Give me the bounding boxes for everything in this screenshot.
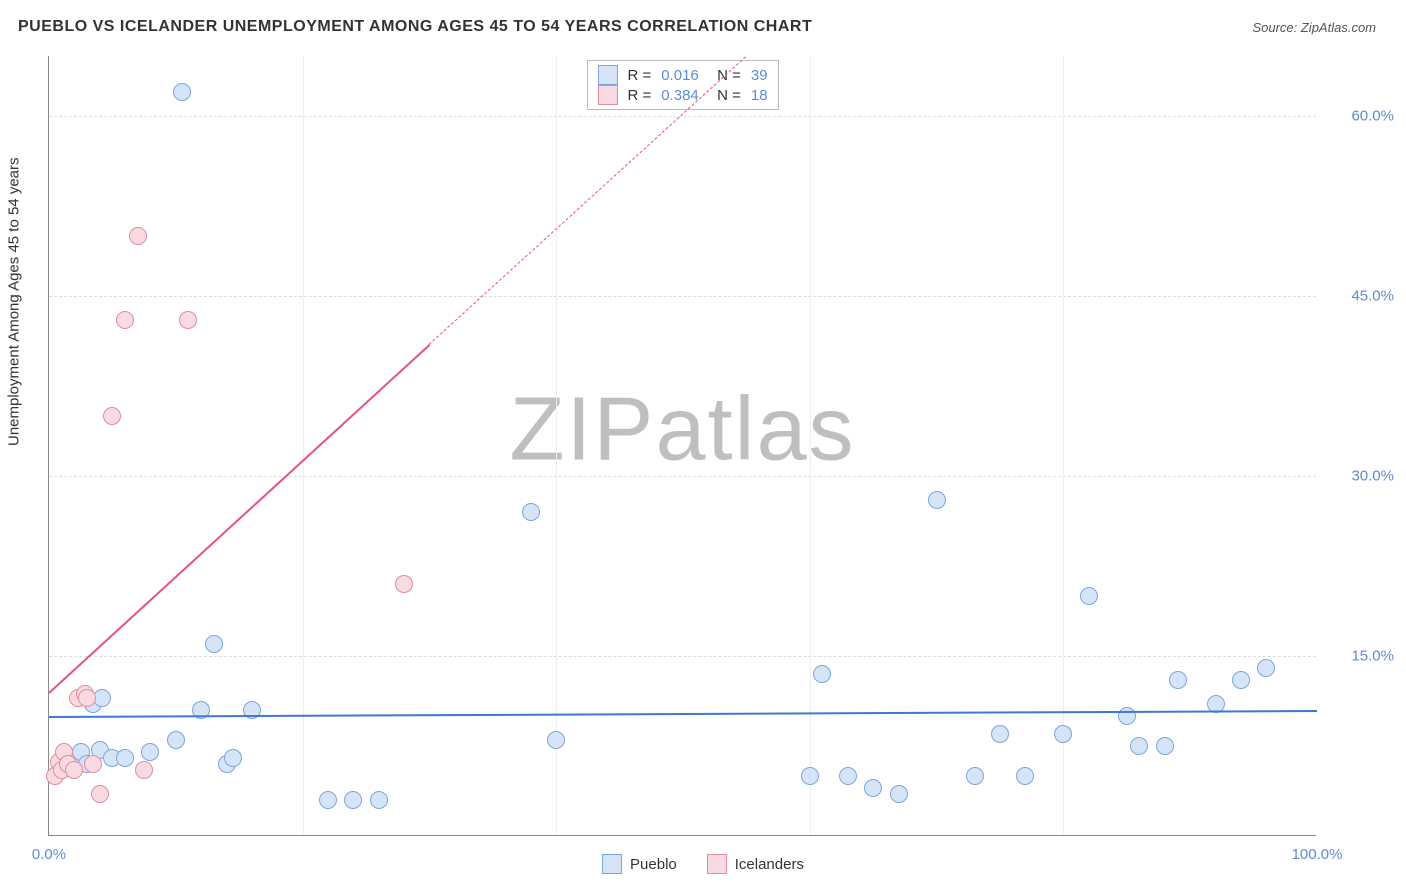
trend-line <box>48 344 430 693</box>
data-point <box>370 791 388 809</box>
legend-item: Icelanders <box>707 854 804 874</box>
data-point <box>1118 707 1136 725</box>
data-point <box>179 311 197 329</box>
chart-header: PUEBLO VS ICELANDER UNEMPLOYMENT AMONG A… <box>18 18 1376 36</box>
gridline-v <box>810 56 811 835</box>
stats-r-value: 0.016 <box>661 67 699 84</box>
data-point <box>839 767 857 785</box>
x-tick-label: 100.0% <box>1292 846 1343 863</box>
legend-label: Pueblo <box>630 856 677 873</box>
legend-swatch <box>602 854 622 874</box>
data-point <box>91 785 109 803</box>
data-point <box>344 791 362 809</box>
scatter-chart: ZIPatlas R =0.016 N =39R =0.384 N =18 15… <box>48 56 1316 836</box>
stats-n-value: 39 <box>751 67 768 84</box>
stats-n-value: 18 <box>751 87 768 104</box>
gridline-v <box>556 56 557 835</box>
data-point <box>1169 671 1187 689</box>
data-point <box>135 761 153 779</box>
gridline-h <box>49 116 1316 117</box>
data-point <box>813 665 831 683</box>
stats-row: R = 0.384 N = 18 <box>597 85 767 105</box>
series-legend: Pueblo Icelanders <box>602 854 804 874</box>
gridline-v <box>303 56 304 835</box>
data-point <box>991 725 1009 743</box>
data-point <box>205 635 223 653</box>
data-point <box>1232 671 1250 689</box>
watermark-thin: atlas <box>655 379 855 479</box>
y-tick-label: 60.0% <box>1324 108 1394 125</box>
data-point <box>167 731 185 749</box>
data-point <box>522 503 540 521</box>
data-point <box>1257 659 1275 677</box>
data-point <box>224 749 242 767</box>
data-point <box>65 761 83 779</box>
gridline-h <box>49 476 1316 477</box>
data-point <box>1054 725 1072 743</box>
data-point <box>116 749 134 767</box>
data-point <box>141 743 159 761</box>
legend-swatch <box>597 85 617 105</box>
chart-title: PUEBLO VS ICELANDER UNEMPLOYMENT AMONG A… <box>18 18 812 36</box>
data-point <box>173 83 191 101</box>
data-point <box>129 227 147 245</box>
stats-r-label: R = <box>627 87 651 104</box>
y-tick-label: 30.0% <box>1324 468 1394 485</box>
data-point <box>116 311 134 329</box>
data-point <box>801 767 819 785</box>
gridline-h <box>49 656 1316 657</box>
data-point <box>395 575 413 593</box>
y-axis-label: Unemployment Among Ages 45 to 54 years <box>6 157 23 446</box>
legend-item: Pueblo <box>602 854 677 874</box>
data-point <box>84 755 102 773</box>
watermark-bold: ZIP <box>509 379 655 479</box>
y-tick-label: 45.0% <box>1324 288 1394 305</box>
stats-legend-box: R = 0.016 N = 39R = 0.384 N = 18 <box>586 60 778 110</box>
data-point <box>1130 737 1148 755</box>
data-point <box>1156 737 1174 755</box>
data-point <box>1080 587 1098 605</box>
x-tick-label: 0.0% <box>32 846 66 863</box>
gridline-h <box>49 296 1316 297</box>
data-point <box>890 785 908 803</box>
data-point <box>864 779 882 797</box>
stats-row: R =0.016 N =39 <box>597 65 767 85</box>
data-point <box>78 689 96 707</box>
legend-swatch <box>707 854 727 874</box>
source-attribution: Source: ZipAtlas.com <box>1252 20 1376 35</box>
data-point <box>103 407 121 425</box>
gridline-v <box>1063 56 1064 835</box>
legend-swatch <box>597 65 617 85</box>
data-point <box>319 791 337 809</box>
watermark: ZIPatlas <box>509 378 855 481</box>
data-point <box>928 491 946 509</box>
y-tick-label: 15.0% <box>1324 648 1394 665</box>
stats-r-value: 0.384 <box>661 87 699 104</box>
data-point <box>1016 767 1034 785</box>
data-point <box>547 731 565 749</box>
stats-n-label: N = <box>709 87 741 104</box>
data-point <box>966 767 984 785</box>
legend-label: Icelanders <box>735 856 804 873</box>
stats-r-label: R = <box>627 67 651 84</box>
